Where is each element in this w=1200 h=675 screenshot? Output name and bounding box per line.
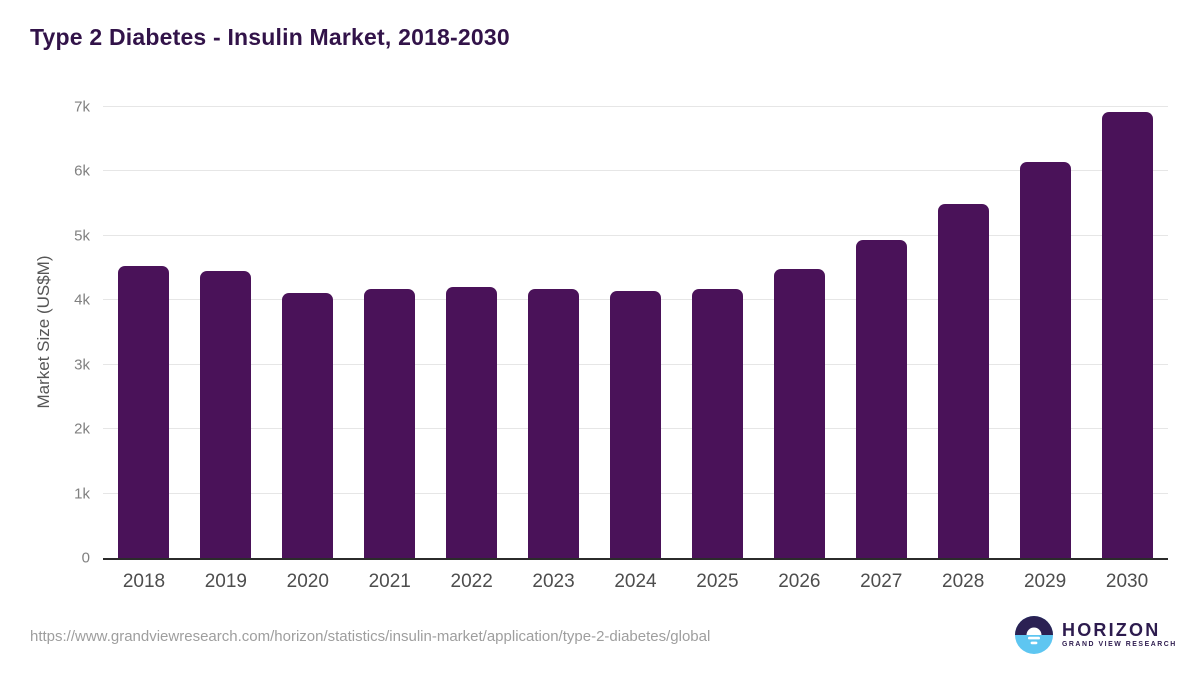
bar-2021[interactable] [364, 288, 416, 558]
source-url: https://www.grandviewresearch.com/horizo… [30, 628, 711, 645]
bar-slot-2022 [431, 107, 513, 558]
y-tick-label: 5k [74, 227, 90, 245]
x-tick-label-2024: 2024 [614, 571, 657, 592]
bar-2030[interactable] [1101, 111, 1153, 558]
x-tick-label-2028: 2028 [942, 571, 985, 592]
x-tick-label-2022: 2022 [450, 571, 493, 592]
x-tick-label-2021: 2021 [368, 571, 411, 592]
bar-2027[interactable] [855, 240, 907, 558]
x-tick-label-2029: 2029 [1023, 571, 1067, 592]
x-tick-label-2018: 2018 [122, 571, 166, 592]
bar-slot-2019 [185, 107, 267, 558]
bar-2024[interactable] [609, 291, 661, 558]
horizon-logo-text: HORIZON GRAND VIEW RESEARCH [1062, 621, 1177, 649]
bar-series [103, 107, 1168, 558]
bar-2029[interactable] [1019, 162, 1071, 558]
y-tick-label: 0 [81, 549, 90, 567]
bar-2022[interactable] [446, 287, 498, 558]
bar-slot-2018 [103, 107, 185, 558]
x-axis-tick-labels: 2018 2019 2020 2021 2022 2023 2024 2025 2026 2027… [103, 571, 1168, 593]
x-tick-label-2026: 2026 [778, 571, 821, 592]
bar-2018[interactable] [118, 266, 170, 558]
bar-2019[interactable] [200, 271, 252, 558]
y-tick-label: 4k [74, 291, 90, 309]
bar-slot-2030 [1086, 107, 1168, 558]
y-tick-label: 1k [74, 485, 90, 503]
gridline-7k [103, 106, 1168, 107]
x-tick-label-2019: 2019 [204, 571, 248, 592]
y-tick-label: 7k [74, 98, 90, 116]
y-tick-label: 3k [74, 356, 90, 374]
bar-2023[interactable] [528, 289, 580, 558]
gridline-5k [103, 234, 1168, 236]
y-axis-tick-labels: 0 1k 2k 3k 4k 5k 6k 7k [0, 100, 90, 566]
bar-slot-2020 [267, 107, 349, 558]
horizon-logo-name: HORIZON [1062, 620, 1161, 641]
bar-slot-2026 [758, 107, 840, 558]
gridline-6k [103, 170, 1168, 172]
bar-slot-2023 [513, 107, 595, 558]
bar-2026[interactable] [773, 269, 825, 558]
plot-area [103, 106, 1168, 560]
y-tick-label: 6k [74, 162, 90, 180]
chart-title: Type 2 Diabetes - Insulin Market, 2018-2… [30, 24, 510, 50]
horizon-logo-subtitle: GRAND VIEW RESEARCH [1062, 641, 1177, 649]
bar-slot-2029 [1004, 107, 1086, 558]
bar-slot-2021 [349, 107, 431, 558]
bar-2028[interactable] [937, 203, 989, 558]
horizon-logo: HORIZON GRAND VIEW RESEARCH [1015, 616, 1177, 654]
y-tick-label: 2k [74, 420, 90, 438]
bar-slot-2027 [840, 107, 922, 558]
bar-2025[interactable] [691, 288, 743, 558]
bar-slot-2028 [922, 107, 1004, 558]
x-tick-label-2030: 2030 [1105, 571, 1149, 592]
horizon-logo-icon [1015, 616, 1053, 654]
x-tick-label-2025: 2025 [696, 571, 739, 592]
x-tick-label-2023: 2023 [532, 571, 575, 592]
bar-slot-2025 [676, 107, 758, 558]
x-tick-label-2020: 2020 [286, 571, 329, 592]
bar-2020[interactable] [282, 293, 334, 558]
x-tick-label-2027: 2027 [860, 571, 903, 592]
bar-slot-2024 [595, 107, 677, 558]
